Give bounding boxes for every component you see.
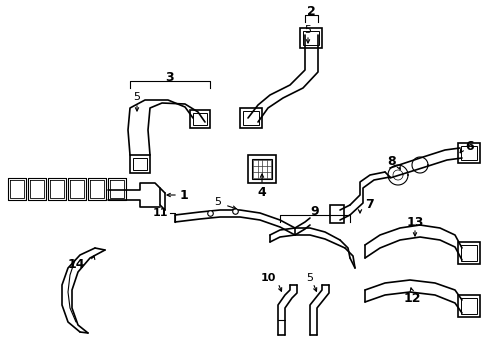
- Bar: [460, 146, 476, 160]
- Text: 11: 11: [152, 208, 168, 218]
- Text: 14: 14: [67, 258, 85, 271]
- Text: 1: 1: [179, 189, 188, 202]
- Bar: [133, 158, 147, 170]
- Text: 6: 6: [464, 140, 473, 153]
- Text: 7: 7: [364, 198, 373, 211]
- Text: 10: 10: [260, 273, 275, 283]
- Bar: [457, 143, 479, 163]
- Text: 8: 8: [386, 154, 395, 167]
- Text: 5: 5: [304, 25, 311, 35]
- Bar: [303, 31, 318, 45]
- Text: 4: 4: [257, 185, 266, 198]
- Text: 3: 3: [165, 71, 174, 84]
- Bar: [299, 28, 321, 48]
- Bar: [243, 111, 259, 125]
- Text: 13: 13: [406, 216, 423, 229]
- Bar: [251, 159, 271, 179]
- Bar: [329, 205, 343, 223]
- Text: 12: 12: [403, 292, 420, 305]
- Text: 5: 5: [306, 273, 313, 283]
- Text: 9: 9: [310, 204, 319, 217]
- Text: 5: 5: [133, 92, 140, 102]
- Bar: [193, 113, 206, 125]
- Bar: [190, 110, 209, 128]
- Text: 2: 2: [306, 5, 315, 18]
- Bar: [460, 298, 476, 314]
- Bar: [247, 155, 275, 183]
- Bar: [457, 242, 479, 264]
- Text: 5: 5: [214, 197, 221, 207]
- Bar: [240, 108, 262, 128]
- Bar: [460, 245, 476, 261]
- Bar: [457, 295, 479, 317]
- Bar: [130, 155, 150, 173]
